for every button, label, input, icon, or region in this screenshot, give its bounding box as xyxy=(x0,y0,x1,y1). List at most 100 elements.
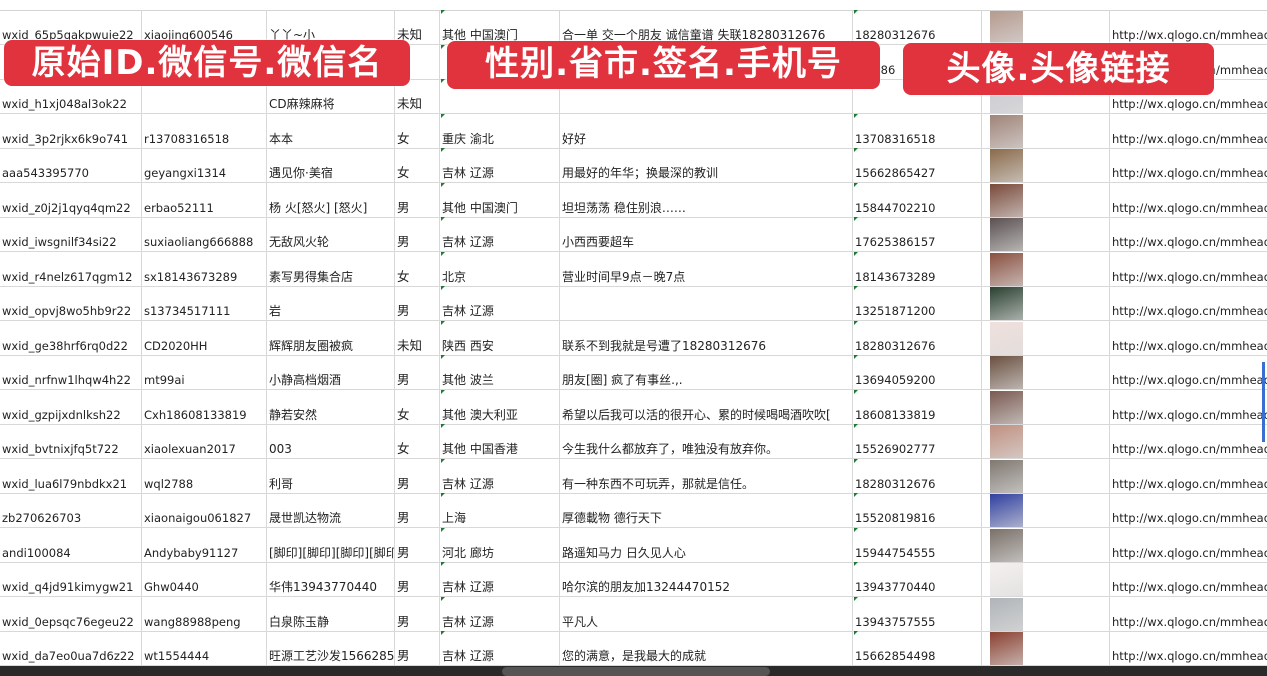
phone-cell[interactable]: 18608133819 xyxy=(853,389,982,424)
signature-cell[interactable]: 希望以后我可以活的很开心、累的时候喝喝酒吹吹[ xyxy=(560,389,853,424)
gender-cell[interactable]: 男 xyxy=(395,217,440,251)
wechat-name-cell[interactable]: 辉辉朋友圈被疯 xyxy=(267,320,395,355)
wechat-name-cell[interactable]: 利哥 xyxy=(267,458,395,493)
signature-cell[interactable]: 今生我什么都放弃了，唯独没有放弃你。 xyxy=(560,424,853,458)
avatar-link-cell[interactable]: http://wx.qlogo.cn/mmhead xyxy=(1112,442,1267,456)
avatar-cell[interactable] xyxy=(982,355,1110,389)
signature-cell[interactable]: 营业时间早9点－晚7点 xyxy=(560,251,853,286)
avatar-link-cell[interactable]: http://wx.qlogo.cn/mmhead xyxy=(1112,407,1267,422)
phone-cell[interactable]: 15520819816 xyxy=(853,493,982,527)
gender-cell[interactable]: 男 xyxy=(395,182,440,217)
gender-cell[interactable]: 男 xyxy=(395,527,440,562)
avatar-link-cell[interactable]: http://wx.qlogo.cn/mmhead xyxy=(1112,269,1267,284)
gender-cell[interactable]: 男 xyxy=(395,631,440,665)
original-id-cell[interactable]: aaa543395770 xyxy=(0,148,142,182)
wechat-number-cell[interactable]: xiaojing600546 xyxy=(142,10,267,44)
avatar-cell[interactable] xyxy=(982,251,1110,286)
avatar-cell[interactable] xyxy=(982,148,1110,182)
phone-cell[interactable]: 18280312676 xyxy=(853,320,982,355)
original-id-cell[interactable]: wxid_lua6l79nbdkx21 xyxy=(0,458,142,493)
avatar-link-cell[interactable]: http://wx.qlogo.cn/mmhead xyxy=(1112,580,1267,594)
gender-cell[interactable]: 未知 xyxy=(395,10,440,44)
signature-cell[interactable]: 朋友[圈] 疯了有事丝.,. xyxy=(560,355,853,389)
wechat-number-cell[interactable]: Ghw0440 xyxy=(142,562,267,596)
wechat-number-cell[interactable]: s13734517111 xyxy=(142,286,267,320)
signature-cell[interactable]: 厚德載物 德行天下 xyxy=(560,493,853,527)
wechat-number-cell[interactable]: r13708316518 xyxy=(142,113,267,148)
original-id-cell[interactable]: wxid_0epsqc76egeu22 xyxy=(0,596,142,631)
gender-cell[interactable]: 男 xyxy=(395,458,440,493)
avatar-link-cell[interactable]: http://wx.qlogo.cn/mmhead xyxy=(1112,235,1267,249)
region-cell[interactable]: 吉林 辽源 xyxy=(440,217,560,251)
signature-cell[interactable]: 路遥知马力 日久见人心 xyxy=(560,527,853,562)
phone-cell[interactable]: 13943757555 xyxy=(853,596,982,631)
phone-cell[interactable]: 18280312676 xyxy=(853,10,982,44)
region-cell[interactable]: 其他 中国香港 xyxy=(440,424,560,458)
signature-cell[interactable]: 有一种东西不可玩弄，那就是信任。 xyxy=(560,458,853,493)
signature-cell[interactable]: 您的满意，是我最大的成就 xyxy=(560,631,853,665)
wechat-name-cell[interactable]: 素写男得集合店 xyxy=(267,251,395,286)
signature-cell[interactable]: 好好 xyxy=(560,113,853,148)
wechat-name-cell[interactable]: 小静高档烟酒 xyxy=(267,355,395,389)
wechat-name-cell[interactable]: 静若安然 xyxy=(267,389,395,424)
wechat-name-cell[interactable]: CD麻辣麻将 xyxy=(267,79,395,113)
avatar-link-cell[interactable]: http://wx.qlogo.cn/mmhead xyxy=(1112,511,1267,525)
wechat-name-cell[interactable]: 白泉陈玉静 xyxy=(267,596,395,631)
wechat-name-cell[interactable]: 003 xyxy=(267,424,395,458)
region-cell[interactable]: 其他 澳大利亚 xyxy=(440,389,560,424)
region-cell[interactable]: 其他 中国澳门 xyxy=(440,10,560,44)
phone-cell[interactable]: 18280312676 xyxy=(853,458,982,493)
avatar-cell[interactable] xyxy=(982,217,1110,251)
region-cell[interactable]: 陕西 西安 xyxy=(440,320,560,355)
avatar-link-cell[interactable]: http://wx.qlogo.cn/mmhead xyxy=(1112,28,1267,42)
avatar-link-cell[interactable]: http://wx.qlogo.cn/mmhead xyxy=(1112,476,1267,491)
avatar-cell[interactable] xyxy=(982,424,1110,458)
wechat-number-cell[interactable] xyxy=(142,79,267,113)
region-cell[interactable] xyxy=(440,79,560,113)
phone-cell[interactable]: 13708316518 xyxy=(853,113,982,148)
wechat-number-cell[interactable]: wql2788 xyxy=(142,458,267,493)
wechat-number-cell[interactable]: xiaonaigou061827 xyxy=(142,493,267,527)
gender-cell[interactable] xyxy=(395,44,440,79)
avatar-cell[interactable] xyxy=(982,527,1110,562)
phone-cell[interactable]: 18143673289 xyxy=(853,251,982,286)
gender-cell[interactable]: 男 xyxy=(395,493,440,527)
gender-cell[interactable]: 女 xyxy=(395,148,440,182)
region-cell[interactable]: 吉林 辽源 xyxy=(440,631,560,665)
phone-cell[interactable]: 13694059200 xyxy=(853,355,982,389)
original-id-cell[interactable]: wxid_gzpijxdnlksh22 xyxy=(0,389,142,424)
avatar-link-cell[interactable]: http://wx.qlogo.cn/mmhead xyxy=(1112,373,1267,387)
avatar-link-cell[interactable]: http://wx.qlogo.cn/mmhead xyxy=(1112,166,1267,180)
avatar-cell[interactable] xyxy=(982,596,1110,631)
wechat-name-cell[interactable]: 本本 xyxy=(267,113,395,148)
wechat-number-cell[interactable]: geyangxi1314 xyxy=(142,148,267,182)
avatar-cell[interactable] xyxy=(982,389,1110,424)
avatar-link-cell[interactable]: http://wx.qlogo.cn/mmhead xyxy=(1112,649,1267,663)
avatar-cell[interactable] xyxy=(982,10,1110,44)
original-id-cell[interactable]: wxid_65p5qakpwuie22 xyxy=(0,10,142,44)
gender-cell[interactable]: 女 xyxy=(395,389,440,424)
original-id-cell[interactable]: andi100084 xyxy=(0,527,142,562)
signature-cell[interactable]: 用最好的年华；换最深的教训 xyxy=(560,148,853,182)
original-id-cell[interactable]: wxid_ge38hrf6rq0d22 xyxy=(0,320,142,355)
wechat-number-cell[interactable]: suxiaoliang666888 xyxy=(142,217,267,251)
original-id-cell[interactable]: wxid_3p2rjkx6k9o741 xyxy=(0,113,142,148)
phone-cell[interactable]: 15944754555 xyxy=(853,527,982,562)
horizontal-scrollbar[interactable] xyxy=(502,667,770,676)
wechat-name-cell[interactable]: 旺源工艺沙发15662854 xyxy=(267,631,395,665)
gender-cell[interactable]: 女 xyxy=(395,251,440,286)
signature-cell[interactable]: 合一单 交一个朋友 诚信童谱 失联18280312676 xyxy=(560,10,853,44)
avatar-link-cell[interactable]: http://wx.qlogo.cn/mmhead xyxy=(1112,200,1267,215)
signature-cell[interactable]: 坦坦荡荡 稳住别浪…… xyxy=(560,182,853,217)
gender-cell[interactable]: 女 xyxy=(395,113,440,148)
avatar-cell[interactable] xyxy=(982,113,1110,148)
region-cell[interactable]: 吉林 辽源 xyxy=(440,562,560,596)
wechat-number-cell[interactable]: sx18143673289 xyxy=(142,251,267,286)
region-cell[interactable]: 吉林 辽源 xyxy=(440,286,560,320)
wechat-number-cell[interactable]: Andybaby91127 xyxy=(142,527,267,562)
wechat-number-cell[interactable]: wt1554444 xyxy=(142,631,267,665)
original-id-cell[interactable]: wxid_iwsgnilf34si22 xyxy=(0,217,142,251)
wechat-number-cell[interactable]: mt99ai xyxy=(142,355,267,389)
avatar-cell[interactable] xyxy=(982,631,1110,665)
avatar-cell[interactable] xyxy=(982,458,1110,493)
